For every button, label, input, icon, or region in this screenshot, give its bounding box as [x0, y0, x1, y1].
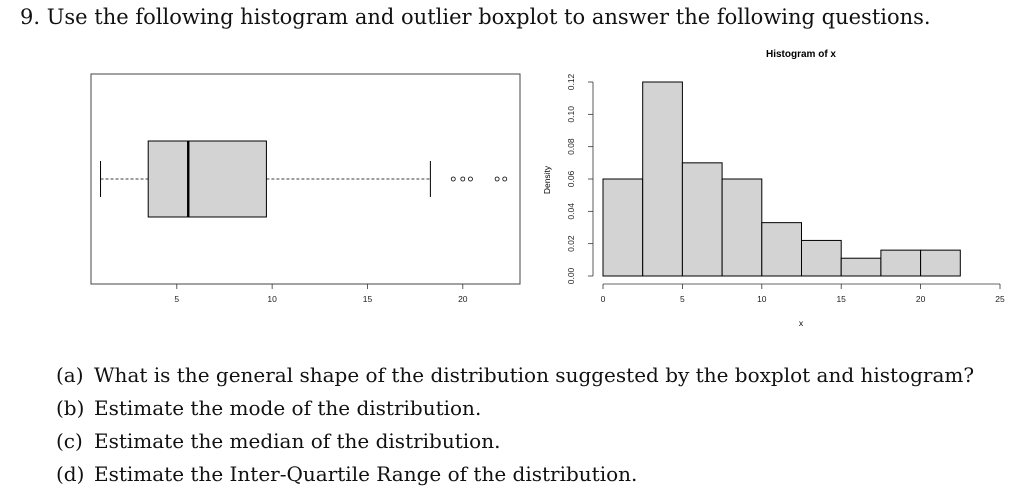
boxplot-outlier: [450, 176, 456, 182]
question-label: (d): [56, 462, 85, 486]
histogram-bar: [721, 178, 763, 277]
question-list: (a) What is the general shape of the dist…: [56, 362, 974, 494]
question-text: Estimate the median of the distribution.: [94, 429, 501, 453]
histogram-chart: Histogram of x x Density 0 5 10 15 20 25 0.00 0…: [542, 49, 1005, 328]
question-heading: 9. Use the following histogram and outli…: [20, 5, 931, 29]
question-item: (a) What is the general shape of the dist…: [56, 362, 974, 395]
boxplot-x-tick-label: 10: [267, 294, 277, 304]
histogram-xlabel: x: [799, 318, 804, 328]
boxplot-box: [147, 140, 267, 218]
boxplot-frame: [90, 73, 521, 285]
histogram-bar: [761, 222, 802, 277]
histogram-y-tick-label: 0.02: [566, 235, 576, 252]
boxplot-x-tick-label: 5: [174, 294, 179, 304]
histogram-x-tick-label: 5: [680, 294, 685, 304]
histogram-y-tick-label: 0.08: [566, 138, 576, 155]
question-label: (c): [56, 429, 83, 453]
histogram-x-tick-label: 10: [757, 294, 767, 304]
boxplot-outlier: [460, 176, 466, 182]
histogram-bar: [602, 178, 644, 277]
boxplot-chart: 5 10 15 20: [90, 73, 521, 304]
boxplot-outlier: [502, 176, 508, 182]
histogram-x-tick-label: 0: [601, 294, 606, 304]
question-text: Estimate the mode of the distribution.: [94, 396, 482, 420]
question-text: Estimate the Inter-Quartile Range of the…: [94, 462, 638, 486]
histogram-y-tick-label: 0.00: [566, 267, 576, 284]
histogram-x-tick-label: 25: [995, 294, 1005, 304]
histogram-x-tick-label: 15: [836, 294, 846, 304]
histogram-bar: [801, 239, 842, 277]
question-label: (a): [56, 363, 84, 387]
boxplot-x-tick-label: 15: [363, 294, 373, 304]
question-item: (c) Estimate the median of the distributi…: [56, 428, 974, 461]
histogram-bar: [880, 249, 922, 277]
histogram-title: Histogram of x: [766, 49, 836, 60]
question-label: (b): [56, 396, 85, 420]
histogram-ylabel: Density: [542, 165, 552, 194]
boxplot-outlier: [468, 176, 473, 182]
histogram-bar: [681, 162, 723, 277]
question-item: (b) Estimate the mode of the distribution…: [56, 395, 974, 428]
histogram-y-tick-label: 0.10: [566, 106, 576, 123]
boxplot-x-tick-label: 20: [458, 294, 468, 304]
histogram-y-tick-label: 0.06: [566, 170, 576, 187]
boxplot-outlier: [494, 176, 500, 182]
histogram-y-tick-label: 0.04: [566, 203, 576, 220]
question-item: (d) Estimate the Inter-Quartile Range of …: [56, 461, 974, 494]
question-text: What is the general shape of the distrib…: [94, 363, 975, 387]
histogram-bar: [920, 249, 961, 277]
histogram-y-tick-label: 0.12: [566, 73, 576, 90]
histogram-x-tick-label: 20: [916, 294, 926, 304]
histogram-bar: [642, 81, 683, 277]
histogram-bar: [840, 257, 882, 277]
